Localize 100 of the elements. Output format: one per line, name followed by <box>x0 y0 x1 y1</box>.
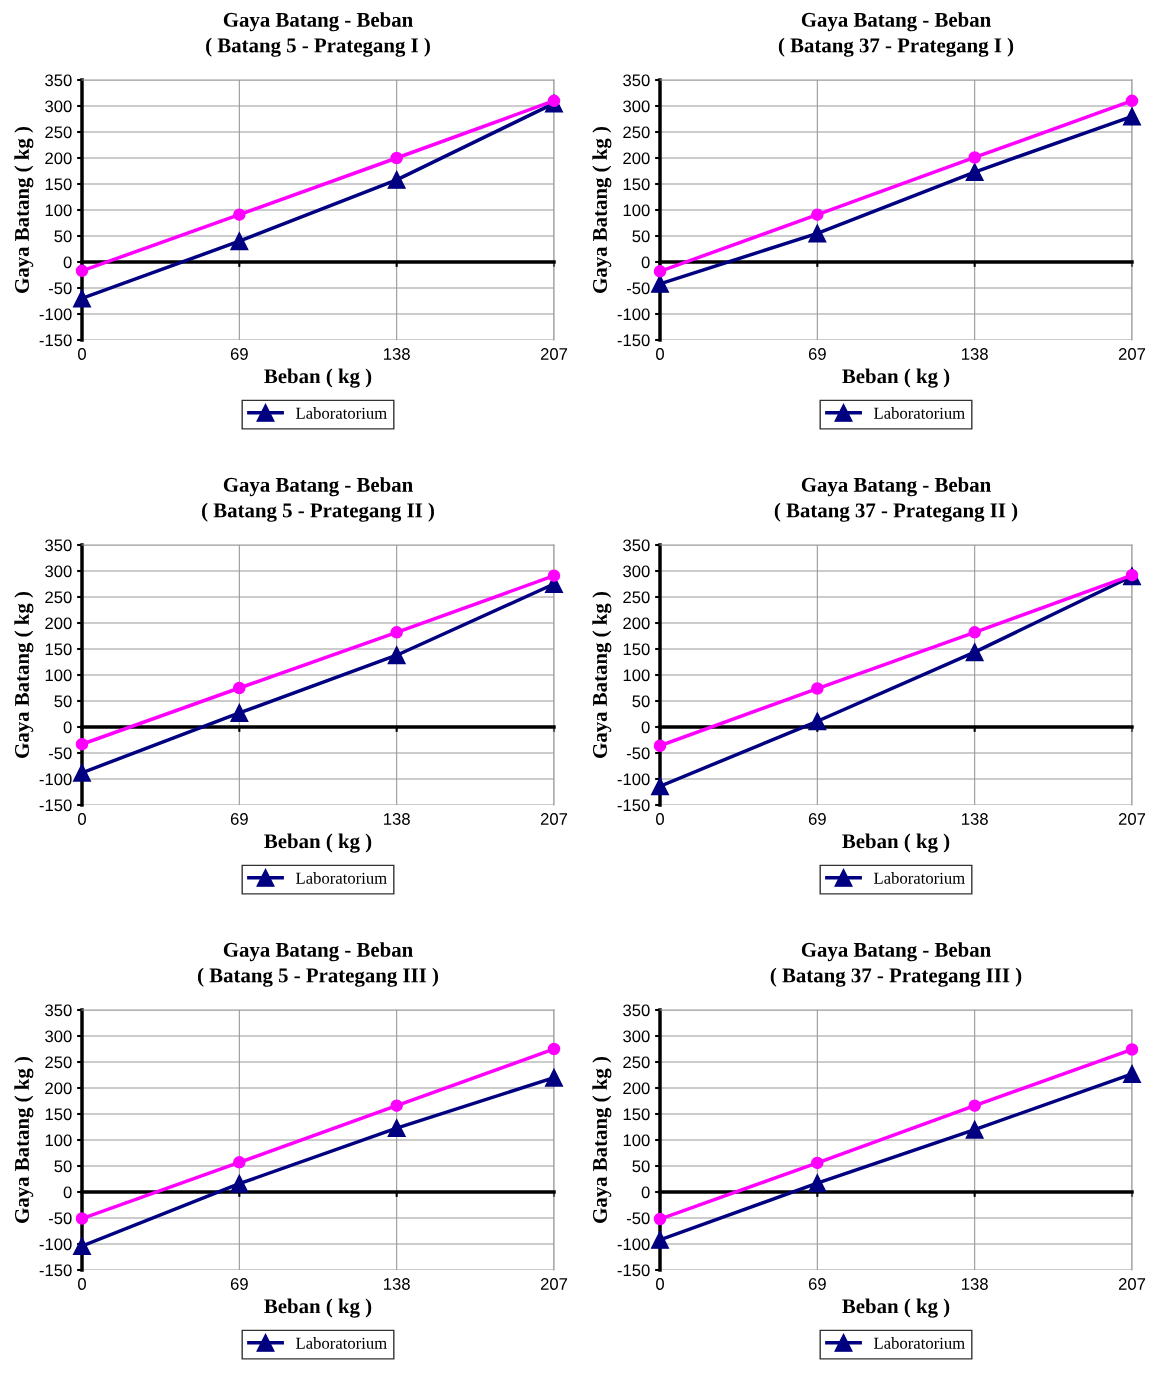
y-axis-title: Gaya Batang ( kg ) <box>592 127 612 293</box>
x-tick-label: 0 <box>78 1278 86 1290</box>
y-tick-label: 0 <box>63 1186 72 1199</box>
y-tick-label: 200 <box>45 617 72 630</box>
x-tick-label: 0 <box>656 1278 664 1290</box>
y-tick-label: 200 <box>45 152 72 165</box>
y-tick-label: -50 <box>626 1212 650 1225</box>
y-tick-label: 50 <box>632 695 650 708</box>
y-tick-label: 0 <box>641 721 650 734</box>
y-tick-label: 150 <box>623 178 650 191</box>
x-tick-label: 138 <box>384 813 410 825</box>
x-tick-label: 207 <box>540 348 568 360</box>
y-tick-label: -150 <box>39 799 72 812</box>
x-tick-label: 207 <box>1118 348 1146 360</box>
chart-title: Gaya Batang - Beban <box>223 12 413 32</box>
y-axis-title: Gaya Batang ( kg ) <box>14 592 34 758</box>
x-axis-title: Beban ( kg ) <box>264 368 372 388</box>
x-tick-label: 0 <box>656 813 664 825</box>
y-tick-label: 350 <box>45 1004 72 1017</box>
x-tick-label: 138 <box>384 348 410 360</box>
legend-label: Laboratorium <box>296 1337 387 1349</box>
y-tick-label: 150 <box>623 643 650 656</box>
legend-label: Laboratorium <box>296 407 387 419</box>
y-tick-label: -100 <box>617 308 650 321</box>
y-tick-label: -100 <box>39 1238 72 1251</box>
y-tick-label: 100 <box>623 669 650 682</box>
y-tick-label: 250 <box>623 126 650 139</box>
y-tick-label: 150 <box>45 178 72 191</box>
x-tick-label: 138 <box>962 813 988 825</box>
legend-label: Laboratorium <box>296 872 387 884</box>
y-tick-label: 200 <box>623 152 650 165</box>
x-tick-label: 207 <box>1118 813 1146 825</box>
y-tick-label: -50 <box>48 282 72 295</box>
y-tick-label: 350 <box>623 1004 650 1017</box>
y-tick-label: 0 <box>641 256 650 269</box>
x-tick-label: 69 <box>808 813 826 825</box>
legend-label: Laboratorium <box>874 1337 965 1349</box>
y-tick-label: 350 <box>623 74 650 87</box>
x-tick-label: 207 <box>1118 1278 1146 1290</box>
x-tick-label: 0 <box>656 348 664 360</box>
x-tick-label: 138 <box>962 348 988 360</box>
y-tick-label: 250 <box>623 591 650 604</box>
y-tick-label: 300 <box>623 1030 650 1043</box>
y-axis-title: Gaya Batang ( kg ) <box>14 1056 34 1223</box>
y-tick-label: 100 <box>45 669 72 682</box>
x-tick-label: 0 <box>78 348 86 360</box>
y-tick-label: -150 <box>617 334 650 347</box>
x-tick-label: 69 <box>230 348 248 360</box>
y-tick-label: 300 <box>623 100 650 113</box>
y-tick-label: -50 <box>48 747 72 760</box>
x-axis-title: Beban ( kg ) <box>264 1298 372 1318</box>
y-axis-title: Gaya Batang ( kg ) <box>592 1056 612 1223</box>
chart-title: Gaya Batang - Beban <box>801 12 991 32</box>
y-tick-label: -150 <box>39 334 72 347</box>
y-tick-label: 50 <box>632 1160 650 1173</box>
y-tick-label: -50 <box>626 282 650 295</box>
y-tick-label: 50 <box>632 230 650 243</box>
y-tick-label: 250 <box>623 1056 650 1069</box>
y-tick-label: 150 <box>623 1108 650 1121</box>
y-tick-label: 350 <box>45 74 72 87</box>
y-tick-label: 250 <box>45 1056 72 1069</box>
x-axis-title: Beban ( kg ) <box>842 1298 950 1318</box>
x-tick-label: 69 <box>230 1278 248 1290</box>
y-tick-label: 100 <box>623 204 650 217</box>
chart-subtitle: ( Batang 5 - Prategang II ) <box>202 502 434 522</box>
chart-subtitle: ( Batang 5 - Prategang I ) <box>206 37 430 57</box>
y-tick-label: 200 <box>623 1082 650 1095</box>
y-tick-label: 150 <box>45 1108 72 1121</box>
y-tick-label: -150 <box>39 1264 72 1277</box>
chart-title: Gaya Batang - Beban <box>801 477 991 497</box>
x-tick-label: 207 <box>540 1278 568 1290</box>
legend-label: Laboratorium <box>874 407 965 419</box>
x-tick-label: 207 <box>540 813 568 825</box>
x-tick-label: 69 <box>230 813 248 825</box>
y-tick-label: 50 <box>54 230 72 243</box>
x-tick-label: 69 <box>808 1278 826 1290</box>
y-tick-label: 200 <box>623 617 650 630</box>
y-tick-label: 100 <box>45 204 72 217</box>
chart-subtitle: ( Batang 37 - Prategang I ) <box>778 37 1014 57</box>
y-tick-label: 350 <box>45 539 72 552</box>
chart-subtitle: ( Batang 5 - Prategang III ) <box>197 967 439 987</box>
y-tick-label: 300 <box>45 565 72 578</box>
y-tick-label: 200 <box>45 1082 72 1095</box>
chart-subtitle: ( Batang 37 - Prategang III ) <box>770 967 1022 987</box>
y-tick-label: -100 <box>39 773 72 786</box>
x-axis-title: Beban ( kg ) <box>842 833 950 853</box>
x-axis-title: Beban ( kg ) <box>264 833 372 853</box>
y-tick-label: 300 <box>45 1030 72 1043</box>
y-tick-label: 150 <box>45 643 72 656</box>
x-tick-label: 0 <box>78 813 86 825</box>
y-tick-label: 100 <box>623 1134 650 1147</box>
chart-subtitle: ( Batang 37 - Prategang II ) <box>774 502 1018 522</box>
y-tick-label: 250 <box>45 126 72 139</box>
y-tick-label: 50 <box>54 1160 72 1173</box>
y-tick-label: 0 <box>63 256 72 269</box>
y-tick-label: 250 <box>45 591 72 604</box>
x-tick-label: 138 <box>384 1278 410 1290</box>
y-tick-label: -50 <box>626 747 650 760</box>
y-tick-label: -100 <box>39 308 72 321</box>
y-tick-label: 0 <box>641 1186 650 1199</box>
